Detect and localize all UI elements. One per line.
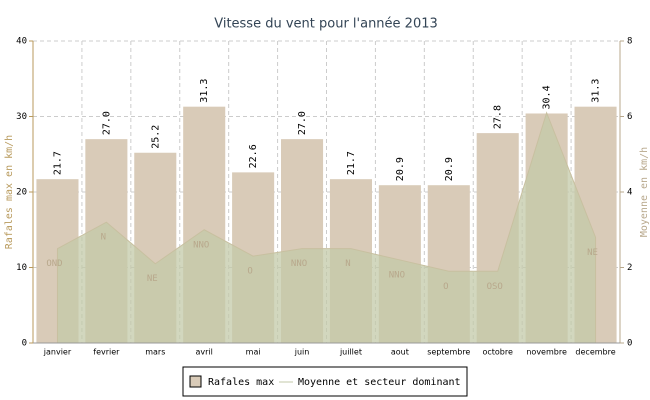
value-label: 31.3 — [591, 79, 602, 103]
y-tick-label: 20 — [16, 188, 27, 198]
legend-label: Rafales max — [208, 377, 274, 388]
legend-label: Moyenne et secteur dominant — [298, 377, 461, 388]
y2-tick-label: 6 — [627, 112, 632, 122]
y-axis-label: Rafales max en km/h — [4, 135, 15, 249]
direction-label: NNO — [291, 259, 307, 269]
x-tick-label: aout — [391, 348, 409, 357]
legend-swatch — [189, 375, 202, 388]
direction-label: N — [101, 233, 106, 243]
value-label: 20.9 — [395, 157, 406, 181]
direction-label: N — [345, 259, 350, 269]
y-tick-label: 0 — [22, 339, 27, 349]
y2-tick-label: 0 — [627, 339, 632, 349]
value-label: 20.9 — [444, 157, 455, 181]
value-label: 31.3 — [199, 79, 210, 103]
x-tick-label: avril — [196, 348, 213, 357]
y2-tick-label: 8 — [627, 37, 632, 47]
y2-tick-label: 4 — [627, 188, 632, 198]
x-tick-label: janvier — [43, 348, 72, 357]
direction-label: NNO — [389, 270, 405, 280]
value-label: 30.4 — [542, 85, 553, 109]
x-tick-label: octobre — [482, 348, 513, 357]
x-tick-label: fevrier — [93, 348, 120, 357]
direction-label: OSO — [487, 282, 503, 292]
x-tick-label: septembre — [427, 348, 470, 357]
x-tick-label: mai — [246, 348, 261, 357]
y-tick-label: 10 — [16, 263, 27, 273]
value-label: 27.0 — [101, 111, 112, 135]
chart-title: Vitesse du vent pour l'année 2013 — [214, 17, 438, 32]
y2-axis-label: Moyenne en km/h — [639, 147, 650, 237]
value-label: 21.7 — [52, 151, 63, 175]
direction-label: NE — [587, 248, 598, 258]
y-tick-label: 40 — [16, 37, 27, 47]
x-tick-label: mars — [145, 348, 165, 357]
x-tick-label: juin — [294, 348, 310, 357]
x-tick-label: juillet — [339, 348, 362, 357]
direction-label: NNO — [193, 240, 209, 250]
direction-label: O — [247, 267, 252, 277]
value-label: 21.7 — [346, 151, 357, 175]
direction-label: OND — [46, 259, 62, 269]
value-label: 27.0 — [297, 111, 308, 135]
x-tick-label: novembre — [526, 348, 567, 357]
value-label: 22.6 — [248, 144, 259, 168]
direction-label: NE — [147, 274, 158, 284]
y-tick-label: 30 — [16, 112, 27, 122]
area — [56, 111, 597, 344]
direction-label: O — [443, 282, 448, 292]
legend: Rafales max Moyenne et secteur dominant — [182, 366, 468, 397]
x-tick-label: decembre — [575, 348, 615, 357]
value-label: 27.8 — [493, 105, 504, 129]
y2-tick-label: 2 — [627, 263, 632, 273]
legend-box — [182, 366, 468, 397]
value-label: 25.2 — [150, 125, 161, 149]
